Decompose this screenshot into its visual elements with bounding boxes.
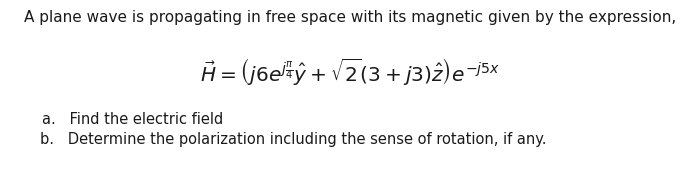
Text: A plane wave is propagating in free space with its magnetic given by the express: A plane wave is propagating in free spac…	[24, 10, 676, 25]
Text: b.   Determine the polarization including the sense of rotation, if any.: b. Determine the polarization including …	[40, 132, 547, 147]
Text: $\vec{H} = \left(j6e^{j\frac{\pi}{4}}\hat{y} + \sqrt{2}(3 + j3)\hat{z}\right)e^{: $\vec{H} = \left(j6e^{j\frac{\pi}{4}}\ha…	[200, 57, 500, 88]
Text: a.   Find the electric field: a. Find the electric field	[42, 112, 223, 127]
